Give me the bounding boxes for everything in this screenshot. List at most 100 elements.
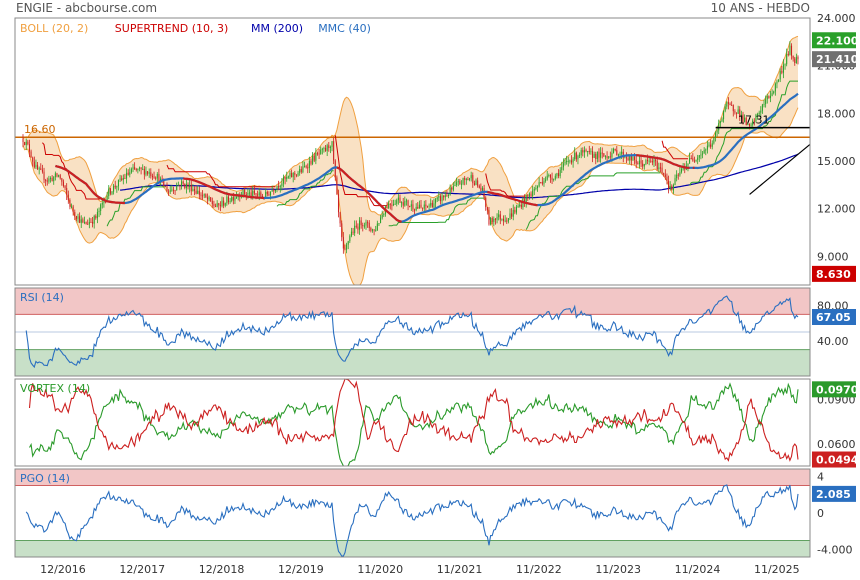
candle-body — [596, 151, 598, 159]
candle-body — [580, 150, 582, 156]
pgo-tick-label: -4.000 — [817, 544, 852, 557]
candle-body — [375, 230, 377, 232]
candle-body — [721, 119, 723, 122]
candle-body — [373, 229, 375, 231]
pgo-oversold-zone — [15, 540, 810, 557]
candle-body — [462, 178, 464, 184]
candle-body — [291, 172, 293, 178]
candle-body — [216, 203, 218, 207]
candle-body — [771, 93, 773, 96]
candle-body — [583, 150, 585, 153]
candle-body — [638, 160, 640, 165]
candle-body — [129, 172, 131, 175]
candle-body — [452, 186, 454, 190]
x-tick-label: 12/2017 — [119, 563, 165, 576]
candle-body — [438, 196, 440, 198]
candle-body — [669, 185, 671, 189]
candle-body — [443, 195, 445, 198]
candle-body — [616, 150, 618, 156]
candle-body — [294, 172, 296, 175]
price-tick-label: 15.000 — [817, 155, 856, 168]
low-price-badge: 8.630 — [816, 268, 851, 281]
candle-body — [236, 197, 238, 199]
high-price-badge: 22.100 — [816, 34, 859, 47]
candle-body — [556, 173, 558, 176]
candle-body — [729, 103, 731, 105]
candle-body — [75, 215, 77, 219]
candle-body — [409, 205, 411, 207]
candle-body — [114, 185, 116, 188]
candle-body — [124, 177, 126, 179]
candle-body — [509, 213, 511, 219]
candle-body — [80, 219, 82, 223]
candle-body — [138, 167, 141, 169]
candle-body — [168, 191, 170, 193]
candle-body — [750, 124, 752, 126]
candle-body — [219, 205, 221, 207]
candle-body — [108, 188, 110, 197]
candle-body — [488, 210, 490, 225]
candle-body — [248, 192, 251, 194]
candle-body — [121, 178, 123, 180]
supertrend-segment — [276, 170, 334, 207]
candle-body — [575, 152, 577, 160]
candle-body — [331, 141, 333, 147]
candle-body — [412, 204, 414, 210]
candle-body — [723, 110, 725, 120]
candle-body — [242, 189, 244, 196]
vortex-plus-badge: 0.0970 — [816, 383, 859, 396]
candle-body — [354, 225, 356, 234]
candle-body — [668, 180, 670, 189]
candle-body — [522, 199, 524, 208]
candle-body — [71, 206, 73, 208]
candle-body — [137, 168, 139, 171]
candle-body — [349, 235, 351, 242]
candle-body — [96, 212, 98, 219]
candle-body — [187, 184, 189, 187]
candle-body — [593, 153, 595, 158]
candle-body — [265, 191, 267, 198]
candle-body — [766, 96, 768, 100]
candle-body — [273, 190, 275, 192]
candle-body — [153, 176, 155, 178]
candle-body — [281, 183, 283, 186]
candle-body — [414, 209, 416, 211]
candle-body — [713, 137, 715, 144]
candle-body — [399, 197, 401, 203]
candle-body — [215, 205, 217, 207]
pgo-last-badge-bg — [812, 485, 856, 502]
candle-body — [203, 194, 205, 196]
candle-body — [405, 200, 407, 202]
candle-body — [357, 226, 359, 230]
pgo-frame — [14, 468, 811, 558]
candle-body — [787, 53, 789, 55]
candle-body — [312, 155, 314, 164]
candle-body — [334, 160, 336, 178]
candle-body — [520, 204, 522, 208]
candle-body — [370, 228, 372, 231]
candle-body — [193, 189, 196, 191]
candle-body — [703, 150, 705, 154]
candle-body — [336, 177, 338, 195]
candle-body — [710, 144, 712, 147]
candle-body — [548, 174, 550, 176]
candle-body — [30, 151, 32, 158]
candle-body — [711, 143, 713, 147]
candle-body — [603, 153, 605, 157]
candle-body — [682, 168, 684, 170]
candle-body — [642, 163, 644, 167]
candle-body — [367, 222, 369, 224]
rsi-legend: RSI (14) — [20, 291, 64, 304]
candle-body — [588, 151, 590, 153]
candle-body — [166, 186, 168, 192]
candle-body — [218, 203, 220, 206]
candle-body — [684, 168, 686, 170]
pgo-tick-label: 4 — [817, 470, 824, 483]
candle-body — [184, 183, 186, 189]
candle-body — [559, 169, 561, 177]
candle-body — [58, 175, 60, 177]
candle-body — [697, 157, 699, 160]
high-price-badge-bg — [812, 32, 856, 49]
candle-body — [624, 157, 626, 159]
